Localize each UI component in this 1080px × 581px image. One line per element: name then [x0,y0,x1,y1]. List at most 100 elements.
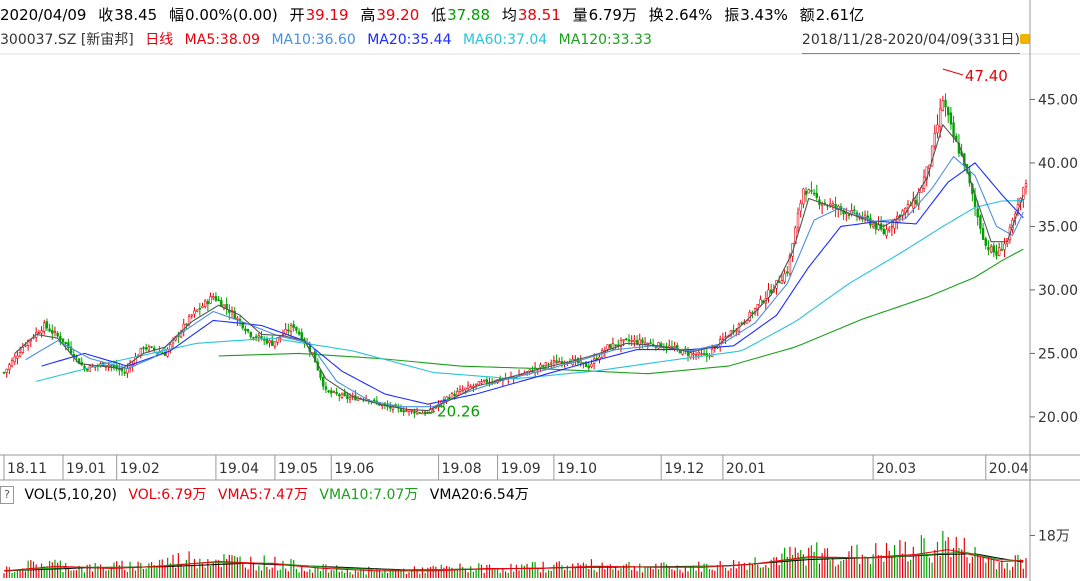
candle-body [694,354,698,356]
candle-body [987,246,990,251]
candle-body [834,204,837,209]
ma120-line [218,248,1024,375]
candle-body [295,326,298,331]
candle-body [649,342,652,344]
candle-body [391,405,395,410]
candle-body [448,397,451,400]
volume-axis: 18万 [1030,528,1070,544]
candle-body [815,192,818,198]
candle-body [18,352,22,357]
candle-body [324,386,328,390]
ma120-legend: MA120:33.33 [558,32,652,48]
price-tick-label: 35.00 [1038,219,1078,235]
avg-value: 38.51 [517,6,561,24]
candle-body [625,338,628,341]
candle-body [614,344,617,347]
candle-body [273,341,277,347]
candle-body [780,280,784,284]
candle-body [262,338,266,341]
candle-body [464,387,467,391]
high-pointer [942,68,963,76]
candle-body [474,383,478,386]
quote-info-bar: 2020/04/09 收38.45 幅0.00%(0.00) 开39.19 高3… [0,2,1080,28]
ma60-legend: MA60:37.04 [462,32,548,48]
volume-tick-label: 18万 [1038,528,1070,544]
candle-body [810,190,813,192]
candle-body [936,124,939,134]
ma10-legend: MA10:36.60 [271,32,356,48]
candle-body [418,412,421,414]
high-label: 高 [360,6,376,24]
ma20-legend: MA20:35.44 [367,32,452,48]
candle-body [346,394,349,399]
candle-body [212,296,215,299]
candle-body [941,100,945,111]
candle-body [786,271,789,274]
candle-body [783,273,786,283]
candle-body [609,344,612,349]
candle-body [246,329,250,332]
candle-body [914,200,918,205]
candle-body [544,362,548,366]
candle-body [85,368,89,371]
candle-body [423,411,427,415]
candle-body [287,329,290,332]
price-axis: 20.00 25.00 30.00 35.00 40.00 45.00 [1030,92,1078,426]
period-label[interactable]: 日线 [145,32,174,48]
quote-date: 2020/04/09 [0,6,87,24]
candle-body [989,246,993,253]
candle-body [584,361,588,367]
candle-body [322,377,325,387]
help-icon[interactable]: ? [0,486,14,504]
price-tick-label: 40.00 [1038,156,1078,172]
candle-body [724,336,727,339]
ma60-line [36,200,1024,382]
candle-body [399,408,403,412]
candle-body [981,228,985,240]
candle-body [217,299,220,302]
candle-body [195,309,199,312]
candle-body [292,324,295,328]
candle-body [43,322,46,332]
candle-body [198,308,202,310]
candle-body [209,296,212,304]
open-label: 开 [289,6,305,24]
candle-body [692,353,695,356]
candle-body [579,360,582,364]
candle-body [799,202,802,212]
candle-body [225,304,228,309]
ma5-legend: MA5:38.09 [184,32,261,48]
avg-label: 均 [501,6,517,24]
candle-body [952,122,955,138]
candle-body [874,222,877,230]
candle-body [984,238,987,246]
candle-body [912,198,915,209]
volume-legend-bar: ? VOL(5,10,20) VOL:6.79万 VMA5:7.47万 VMA1… [0,482,1080,508]
candle-body [997,247,1001,256]
candle-body [279,336,282,339]
candle-body [83,366,86,369]
candle-body [431,408,435,411]
candle-body [539,364,542,368]
candle-body [123,371,126,374]
candle-body [37,332,41,335]
candle-body [461,389,464,392]
candle-body [906,204,910,209]
date-label: 18.11 [7,461,47,477]
candle-body [456,391,459,396]
low-pointer [425,411,436,415]
date-label: 19.06 [334,461,374,477]
stock-code[interactable]: 300037.SZ [新宙邦] [0,32,134,48]
candle-body [16,355,19,359]
lock-icon[interactable] [1020,34,1030,44]
date-label: 19.02 [120,461,160,477]
candle-body [271,340,274,346]
volume-value: 6.79万 [588,6,637,24]
candle-body [820,203,824,206]
candle-body [10,360,14,367]
annotations: 47.40 20.26 [425,67,1008,421]
candle-body [13,356,16,363]
candle-body [193,310,196,315]
candle-body [254,336,258,338]
